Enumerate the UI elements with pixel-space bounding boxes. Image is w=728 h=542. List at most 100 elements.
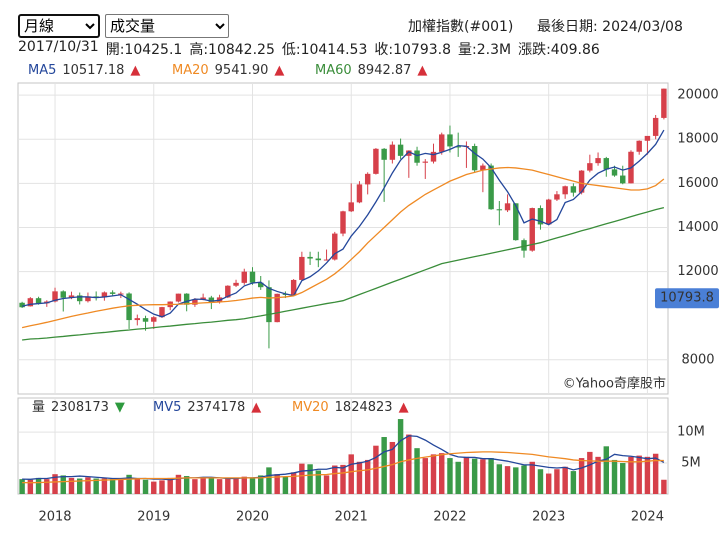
candle-body [27,298,34,307]
legend-value: 8942.87 [358,63,412,78]
volume-bar [537,469,544,494]
candle-body [307,256,313,259]
y-tick-label: 16000 [677,176,718,191]
volume-bar [134,479,141,494]
volume-bar [299,463,305,494]
volume-bar [545,473,552,494]
volume-bar [307,464,313,494]
volume-bar [274,474,280,494]
candle-body [35,298,42,304]
volume-bar [356,461,363,494]
volume-bar [406,434,412,494]
volume-bar [554,469,560,494]
legend-value: 1824823 [335,400,393,415]
candle-body [529,208,535,251]
candle-body [356,184,363,203]
info-row: 2017/10/31 開:10425.1 高:10842.25 低:10414.53 收… [18,39,600,59]
y-tick-label: 5M [681,456,701,471]
candle-body [315,258,322,261]
candle-body [241,271,247,283]
line [21,166,665,329]
candle-body [85,296,91,302]
volume-bar [241,476,247,494]
candle-body [636,140,642,152]
last-price-label: 10793.8 [660,291,714,306]
y-tick-label: 12000 [677,264,718,279]
candle-body [258,282,264,288]
candle-body [200,297,206,300]
candle-body [570,186,577,193]
volume-bar [93,478,99,494]
candle-body [488,165,494,210]
info-item: 高:10842.25 [189,42,275,58]
candle-body [332,233,338,260]
volume-bar [595,456,601,494]
volume-bar [455,461,461,494]
volume-bar [496,464,503,494]
candle-body [504,203,511,211]
candle-body [644,135,651,141]
candle-body [480,165,486,171]
volume-bar [628,456,634,494]
volume-bar [101,478,108,494]
candle-body [290,279,297,295]
volume-bar [480,459,486,494]
candle-body [233,282,239,286]
legend-arrow: ▲ [251,400,261,415]
period-select[interactable]: 月線 [18,14,100,38]
candle-body [101,292,108,298]
last-date: 最後日期: 2024/03/08 [537,19,683,35]
volume-bar [414,448,420,494]
price-panel [17,82,669,395]
volume-bar [44,479,50,494]
candle-body [439,134,445,152]
volume-bar [175,474,182,494]
candle-body [422,161,428,163]
index-title: 加權指數(#001) [408,19,514,35]
volume-bar [109,479,116,494]
candle-body [595,158,601,164]
line [22,206,665,341]
candle-body [142,318,149,322]
volume-bar [422,458,428,494]
line [22,435,665,481]
volume-bar [266,467,272,494]
legend-item: MA5 10517.18 ▲ [28,63,140,78]
candle-body [192,299,198,305]
volume-bar [118,479,124,494]
x-tick-label: 2021 [335,510,368,525]
candle-body [414,150,420,163]
candle-body [323,259,330,261]
candle-body [611,169,618,176]
info-item: 收:10793.8 [374,42,452,58]
volume-bar [562,466,568,494]
candle-body [406,150,412,156]
volume-bar [430,454,437,494]
volume-bar [439,453,445,494]
candle-body [52,291,58,302]
volume-bar [652,453,659,494]
line [21,129,665,318]
candle-body [299,256,305,280]
volume-bar [192,479,198,494]
volume-bar [529,461,535,494]
volume-bar [636,455,642,494]
volume-bar [225,477,231,494]
legend-value: 2374178 [187,400,245,415]
volume-bar [208,477,215,494]
watermark: ©Yahoo奇摩股市 [563,376,666,392]
volume-bar [463,456,470,494]
volume-bar [315,470,322,494]
candle-body [545,199,552,225]
legend-item: MA20 9541.90 ▲ [172,63,284,78]
volume-bar [126,474,132,494]
x-tick-label: 2022 [433,510,466,525]
volume-bar [68,477,75,494]
candle-body [373,148,379,174]
indicator-select[interactable]: 成交量 [105,14,229,38]
volume-bar [290,472,297,494]
legend-item: 量 2308173 ▼ [32,400,125,415]
candle-body [381,148,387,160]
legend-value: 2308173 [51,400,109,415]
last-price-tag [655,288,719,309]
